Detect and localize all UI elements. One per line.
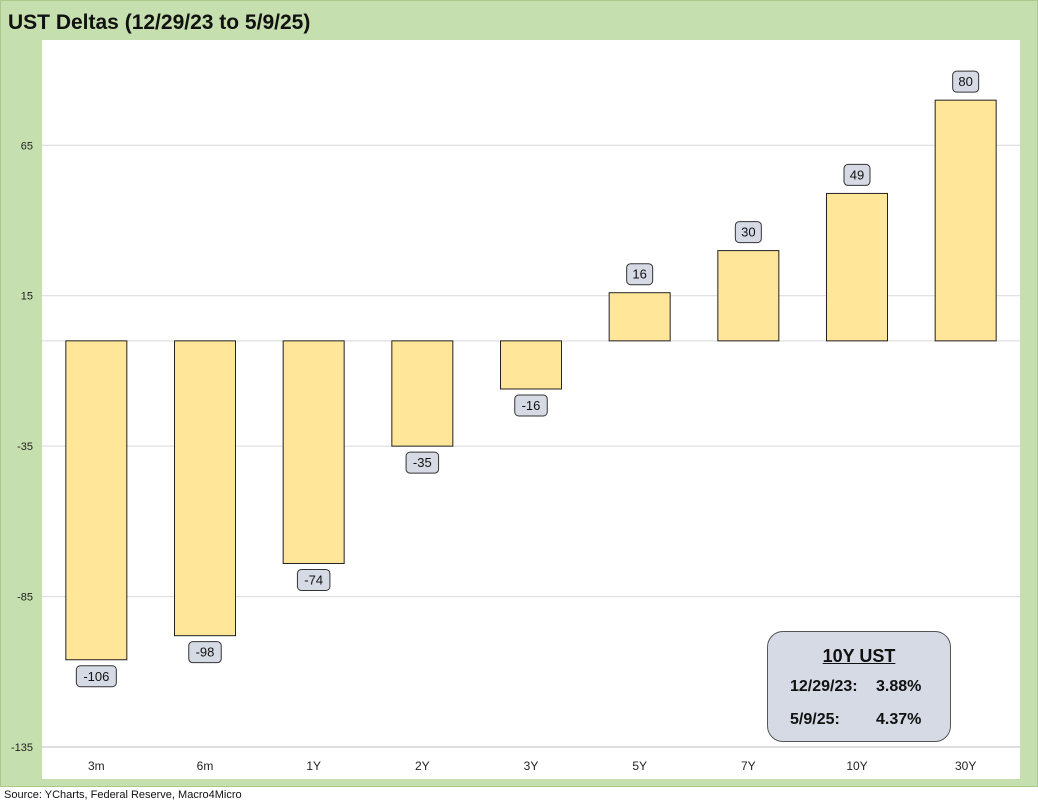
source-note: Source: YCharts, Federal Reserve, Macro4… [4,789,242,801]
bar [500,340,562,390]
data-label-box [626,263,654,286]
x-tick-label: 2Y [415,759,430,773]
data-label: -106 [83,669,109,684]
x-tick-label: 6m [197,759,214,773]
data-label: 49 [850,167,864,182]
x-tick-label: 7Y [741,759,756,773]
data-label-box [514,394,548,417]
bar [826,192,888,342]
annotation-date: 12/29/23: [790,678,858,695]
x-tick-label: 3Y [524,759,539,773]
data-label-box [188,641,222,664]
bars [65,99,997,661]
bar [934,99,997,342]
data-label-box [296,568,331,591]
data-label-box [75,665,117,688]
x-tick-label: 30Y [955,759,976,773]
bar [65,340,128,661]
bar [717,250,780,342]
data-label-box [734,221,762,244]
data-label: 30 [741,225,755,240]
bar [174,340,236,637]
data-label-box [405,451,440,474]
data-label: -35 [413,455,432,470]
data-labels: -106 -98 -74 -35 -16 16 30 49 80 [75,70,980,688]
x-tick-label: 1Y [306,759,321,773]
annotation-value: 3.88% [876,678,922,695]
data-label: 16 [632,267,646,282]
data-label-box [952,70,980,93]
data-label: -98 [196,645,215,660]
bar [608,292,671,342]
annotation-title: 10Y UST [822,646,896,666]
x-tick-label: 5Y [632,759,647,773]
chart-title: UST Deltas (12/29/23 to 5/9/25) [8,11,311,34]
data-label-box [843,163,871,186]
annotation-date: 5/9/25: [790,711,840,728]
y-tick-label: -135 [11,742,33,754]
x-axis: 3m 6m 1Y 2Y 3Y 5Y 7Y 10Y 30Y [88,759,976,773]
y-tick-label: 15 [21,291,33,303]
annotation-value: 4.37% [876,711,922,728]
y-axis: -135 -85 -35 15 65 [11,140,33,754]
data-label: -16 [522,398,541,413]
bar [282,340,345,564]
data-label: -74 [304,572,323,587]
y-tick-label: 65 [21,140,33,152]
x-tick-label: 10Y [846,759,867,773]
y-tick-label: -85 [17,592,33,604]
x-tick-label: 3m [88,759,105,773]
y-tick-label: -35 [17,441,33,453]
ust-10y-annotation-box: 10Y UST 12/29/23: 3.88% 5/9/25: 4.37% [767,631,951,742]
bar [391,340,454,447]
data-label: 80 [958,74,972,89]
